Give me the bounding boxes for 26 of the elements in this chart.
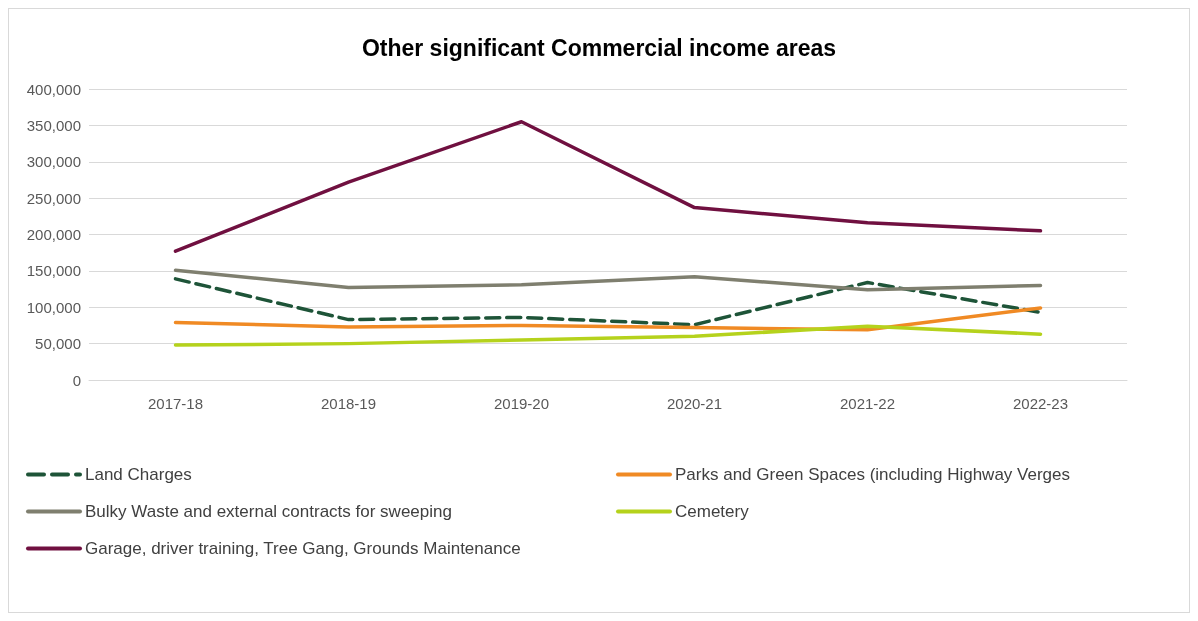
x-tick-label: 2020-21 [666,395,723,412]
legend-label: Parks and Green Spaces (including Highway Verges [675,465,1070,484]
x-tick-label: 2019-20 [493,395,550,412]
y-tick-label: 350,000 [26,116,81,134]
legend-label: Cemetery [675,502,750,521]
line-series [173,306,1043,332]
line-series [173,277,1043,327]
line-series [173,119,1043,253]
line-series [173,324,1043,347]
y-tick-label: 250,000 [26,189,81,207]
legend-label: Garage, driver training, Tree Gang, Grounds Maintenance [85,539,521,558]
legend-label: Bulky Waste and external contracts for sweeping [85,502,452,521]
legend-label: Land Charges [85,465,192,484]
line-series [173,268,1043,292]
y-tick-label: 50,000 [35,335,81,353]
x-tick-label: 2017-18 [147,395,204,412]
y-tick-label: 150,000 [26,262,81,280]
y-tick-label: 0 [72,371,81,389]
x-tick-label: 2021-22 [839,395,896,412]
y-tick-label: 100,000 [26,298,81,316]
x-tick-label: 2022-23 [1012,395,1069,412]
y-tick-label: 400,000 [26,80,81,98]
y-tick-label: 200,000 [26,226,81,243]
x-tick-label: 2018-19 [320,395,377,412]
y-tick-label: 300,000 [26,153,81,171]
chart-title: Other significant Commercial income areas [361,34,837,61]
